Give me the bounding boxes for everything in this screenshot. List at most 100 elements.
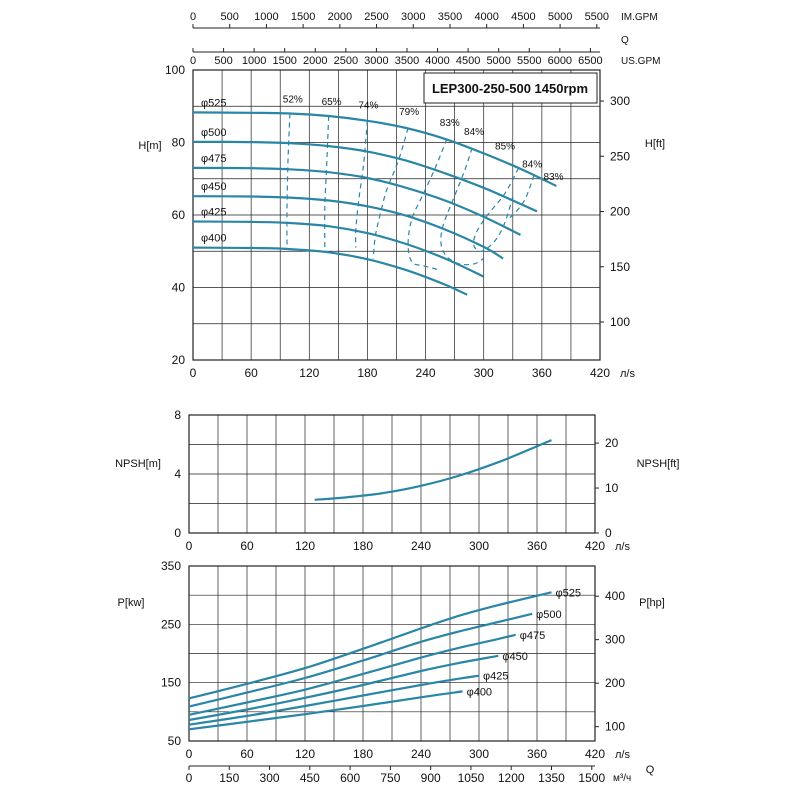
npsh-y2-tick-label: 10 <box>605 481 619 495</box>
head-x-tick-label: 0 <box>190 366 197 380</box>
head-curve-label: φ425 <box>201 207 227 219</box>
chart-title: LEP300-250-500 1450rpm <box>432 81 588 96</box>
head-curve-label: φ525 <box>201 97 227 109</box>
power-y2-tick-label: 100 <box>605 720 625 734</box>
head-curve-label: φ450 <box>201 181 227 193</box>
power-curve-label: φ500 <box>536 609 562 621</box>
npsh-x-tick-label: 120 <box>295 539 315 553</box>
power-curve-label: φ475 <box>520 630 546 642</box>
npsh-y-tick-label: 0 <box>174 526 181 540</box>
head-y2-tick-label: 200 <box>610 205 630 219</box>
head-y2-tick-label: 250 <box>610 149 630 163</box>
text-layer: 0 500 1000 1500 2000 2500 3000 3500 4000 4500 5000… <box>115 11 679 785</box>
head-curve-label: φ500 <box>201 127 227 139</box>
efficiency-contour <box>473 167 520 253</box>
head-curve-label: φ475 <box>201 153 227 165</box>
head-y-tick-label: 60 <box>172 208 186 222</box>
head-y2-tick-label: 100 <box>610 315 630 329</box>
head-y-label: H[m] <box>138 140 161 152</box>
npsh-x-tick-label: 420 <box>585 539 605 553</box>
power-curve-label: φ525 <box>556 587 582 599</box>
head-curve-φ525 <box>192 111 557 187</box>
m3h-tick-label: 0 <box>186 771 193 785</box>
power-x-tick-label: 60 <box>240 747 254 761</box>
power-y2-label: P[hp] <box>639 597 665 609</box>
power-x-unit: л/s <box>615 749 630 761</box>
power-y2-tick-label: 300 <box>605 633 625 647</box>
head-curve-φ425 <box>192 220 485 278</box>
power-y-tick-label: 50 <box>168 734 182 748</box>
power-y2-tick-label: 200 <box>605 676 625 690</box>
m3h-tick-label: 1350 <box>538 771 565 785</box>
m3h-tick-label: 150 <box>219 771 239 785</box>
npsh-x-tick-label: 360 <box>527 539 547 553</box>
us-gpm-tick-label: 0 <box>190 55 196 67</box>
head-x-tick-label: 300 <box>474 366 494 380</box>
efficiency-label: 85% <box>495 141 515 152</box>
power-curve-label: φ425 <box>483 671 509 683</box>
efficiency-label: 65% <box>322 97 342 108</box>
im-gpm-tick-label: 1000 <box>254 11 278 23</box>
efficiency-label: 79% <box>399 107 419 118</box>
power-y-label: P[kw] <box>118 597 145 609</box>
m3h-tick-label: 1500 <box>578 771 605 785</box>
im-gpm-tick-label: 4500 <box>511 11 535 23</box>
head-y-tick-label: 80 <box>172 136 186 150</box>
im-gpm-tick-label: 2500 <box>364 11 388 23</box>
power-curve-φ450 <box>188 654 499 722</box>
efficiency-label: 74% <box>358 100 378 111</box>
power-curve-label: φ400 <box>467 686 493 698</box>
im-gpm-tick-label: 1500 <box>291 11 315 23</box>
im-gpm-tick-label: 3000 <box>401 11 425 23</box>
efficiency-contour <box>407 138 448 270</box>
m3h-tick-label: 750 <box>380 771 400 785</box>
efficiency-contour <box>507 174 535 220</box>
m3h-tick-label: 600 <box>340 771 360 785</box>
us-gpm-tick-label: 2000 <box>303 55 327 67</box>
npsh-y2-tick-label: 0 <box>605 526 612 540</box>
head-y-tick-label: 100 <box>165 63 185 77</box>
m3h-tick-label: 300 <box>260 771 280 785</box>
us-gpm-tick-label: 1000 <box>242 55 266 67</box>
m3h-tick-label: 450 <box>300 771 320 785</box>
head-y2-tick-label: 300 <box>610 94 630 108</box>
power-curve-φ400 <box>188 690 463 731</box>
efficiency-contour <box>354 120 368 248</box>
top-q-label: Q <box>621 35 629 46</box>
us-gpm-tick-label: 6500 <box>578 55 602 67</box>
us-gpm-tick-label: 2500 <box>334 55 358 67</box>
im-gpm-tick-label: 500 <box>221 11 239 23</box>
efficiency-label: 83% <box>440 118 460 129</box>
im-gpm-tick-label: 0 <box>190 11 196 23</box>
head-y2-tick-label: 150 <box>610 260 630 274</box>
efficiency-contour <box>286 113 291 248</box>
power-y-tick-label: 150 <box>161 676 181 690</box>
us-gpm-tick-label: 4500 <box>456 55 480 67</box>
im-gpm-tick-label: 5500 <box>585 11 609 23</box>
efficiency-contour <box>440 147 485 266</box>
head-x-tick-label: 360 <box>532 366 552 380</box>
head-y-tick-label: 20 <box>172 353 186 367</box>
us-gpm-tick-label: 6000 <box>548 55 572 67</box>
us-gpm-tick-label: 1500 <box>272 55 296 67</box>
head-x-tick-label: 420 <box>590 366 610 380</box>
npsh-x-tick-label: 0 <box>186 539 193 553</box>
m3h-tick-label: 900 <box>421 771 441 785</box>
power-x-tick-label: 120 <box>295 747 315 761</box>
im-gpm-tick-label: 2000 <box>328 11 352 23</box>
efficiency-label: 84% <box>464 127 484 138</box>
npsh-y-tick-label: 4 <box>174 467 181 481</box>
head-curve-label: φ400 <box>201 233 227 245</box>
head-curve-φ450 <box>192 195 504 260</box>
curves-layer <box>188 111 557 731</box>
m3h-tick-label: 1200 <box>498 771 525 785</box>
efficiency-contour <box>324 115 330 248</box>
head-x-tick-label: 240 <box>416 366 436 380</box>
head-y-tick-label: 40 <box>172 281 186 295</box>
efficiency-label: 83% <box>543 172 563 183</box>
us-gpm-tick-label: 5000 <box>486 55 510 67</box>
power-y-tick-label: 350 <box>161 559 181 573</box>
power-x-tick-label: 360 <box>527 747 547 761</box>
us-gpm-tick-label: 4000 <box>425 55 449 67</box>
